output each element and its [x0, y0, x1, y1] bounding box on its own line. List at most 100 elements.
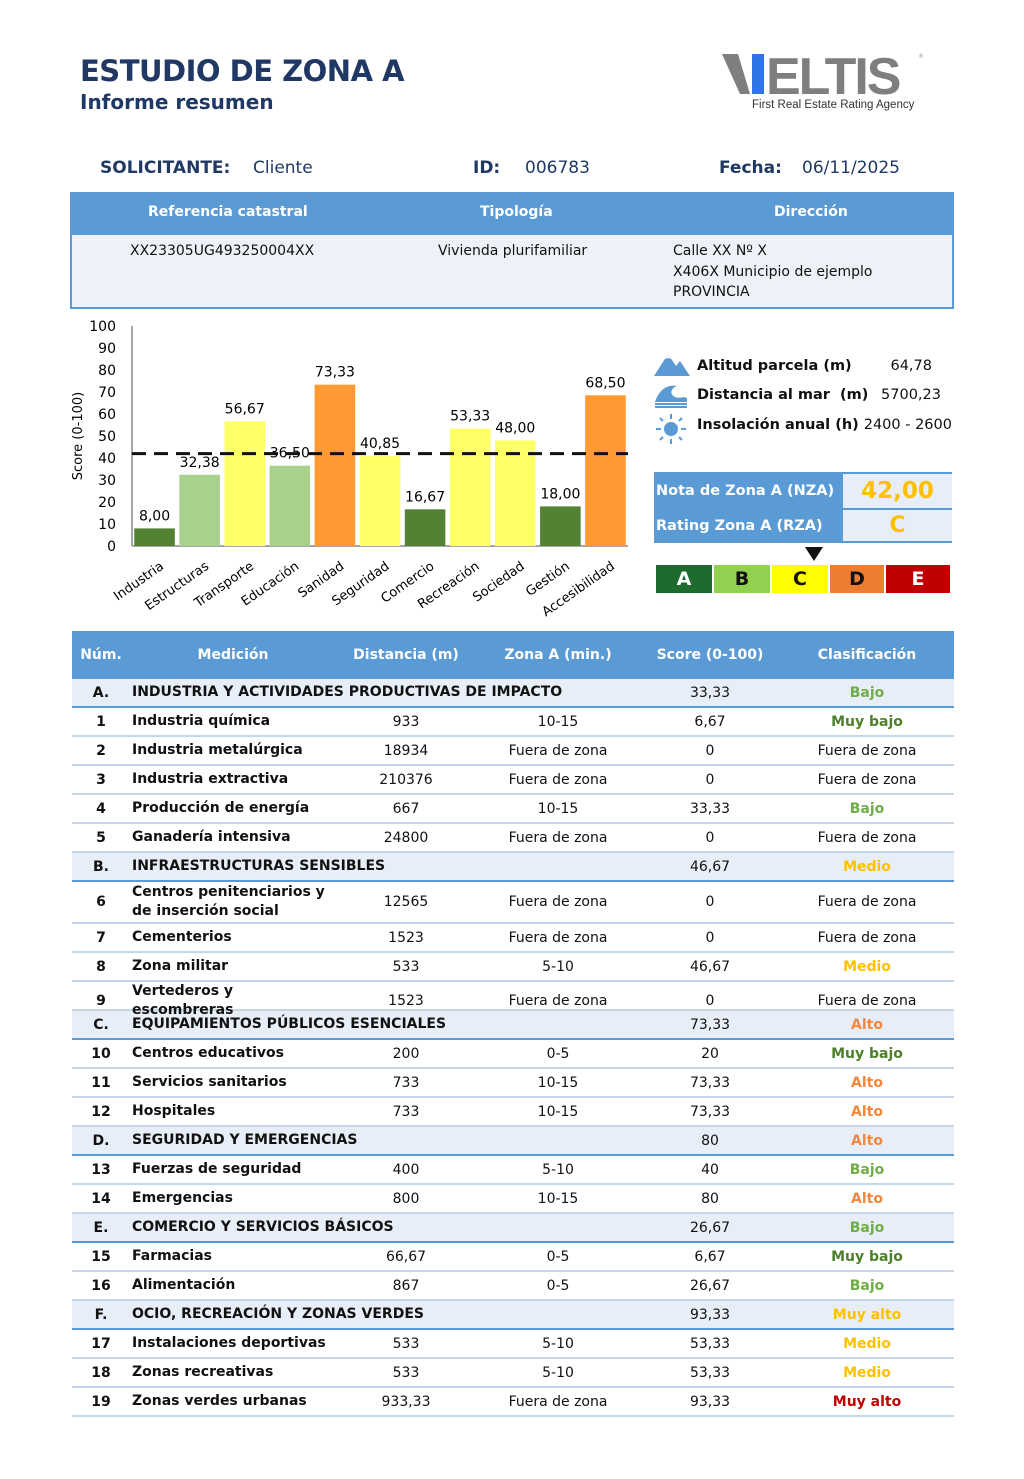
row-zona: 10-15: [537, 1190, 579, 1207]
row-clasificacion: Muy bajo: [831, 1045, 903, 1062]
row-num: 17: [91, 1335, 111, 1352]
table-row: 9 Vertederos y escombreras 1523 Fuera de zo…: [72, 982, 954, 1018]
row-zona: 5-10: [542, 1364, 574, 1381]
row-score: 40: [701, 1161, 719, 1178]
row-score: 73,33: [689, 1103, 731, 1120]
row-clasificacion: Fuera de zona: [817, 742, 917, 759]
row-num: 1: [96, 713, 106, 730]
row-clasificacion: Muy bajo: [831, 713, 903, 730]
row-num: 16: [91, 1277, 111, 1294]
group-row: E. COMERCIO Y SERVICIOS BÁSICOS 26,67 Bajo: [72, 1214, 954, 1243]
row-medicion: INDUSTRIA Y ACTIVIDADES PRODUCTIVAS DE I…: [132, 684, 563, 700]
row-clasificacion: Alto: [851, 1074, 883, 1091]
group-row: A. INDUSTRIA Y ACTIVIDADES PRODUCTIVAS DE…: [72, 679, 954, 708]
row-medicion: Emergencias: [132, 1190, 233, 1206]
nza-value: 42,00: [843, 472, 952, 508]
row-distancia: 667: [392, 800, 420, 817]
row-zona: Fuera de zona: [508, 929, 608, 946]
bar-recreación: [449, 428, 491, 546]
row-num: 8: [96, 958, 106, 975]
col-distancia: Distancia (m): [353, 647, 459, 663]
row-num: 19: [91, 1393, 111, 1410]
row-score: 0: [705, 742, 715, 759]
id-label: ID:: [473, 158, 501, 178]
row-num: 4: [96, 800, 106, 817]
wave-icon: [655, 385, 687, 408]
row-zona: Fuera de zona: [508, 894, 608, 910]
row-score: 53,33: [689, 1335, 731, 1352]
row-clasificacion: Medio: [843, 958, 891, 975]
insolacion-value: 2400 - 2600: [863, 417, 952, 433]
row-clasificacion: Medio: [843, 1364, 891, 1381]
row-distancia: 200: [392, 1045, 420, 1062]
y-tick-label: 40: [98, 451, 116, 467]
altitud-value: 64,78: [890, 358, 932, 374]
altitud-label: Altitud parcela (m): [697, 358, 852, 374]
row-clasificacion: Alto: [851, 1103, 883, 1120]
row-num: 15: [91, 1248, 111, 1265]
row-clasificacion: Bajo: [849, 800, 885, 817]
row-clasificacion: Bajo: [849, 1161, 885, 1178]
bar-sanidad: [314, 384, 356, 546]
table-row: 13 Fuerzas de seguridad 400 5-10 40 Bajo: [72, 1156, 954, 1185]
row-distancia: 18934: [383, 742, 429, 759]
row-medicion: Servicios sanitarios: [132, 1074, 287, 1090]
rating-a: A: [656, 565, 712, 593]
row-num: 18: [91, 1364, 111, 1381]
table-row: 2 Industria metalúrgica 18934 Fuera de zona…: [72, 737, 954, 766]
logo-tagline: First Real Estate Rating Agency: [752, 99, 915, 111]
row-zona: 10-15: [537, 1103, 579, 1120]
id-value: 006783: [525, 158, 590, 178]
referencia-value: XX23305UG493250004XX: [130, 243, 315, 259]
row-num: D.: [92, 1132, 110, 1149]
table-row: 4 Producción de energía 667 10-15 33,33 Bajo: [72, 795, 954, 824]
row-distancia: 533: [392, 1364, 420, 1381]
table-row: 5 Ganadería intensiva 24800 Fuera de zona 0 F…: [72, 824, 954, 853]
y-tick-label: 70: [98, 385, 116, 401]
row-score: 33,33: [689, 684, 731, 701]
data-label: 68,50: [585, 375, 625, 391]
table-row: 16 Alimentación 867 0-5 26,67 Bajo: [72, 1272, 954, 1301]
data-label: 18,00: [540, 486, 580, 502]
table-row: 6 Centros penitenciarios y de inserción s…: [72, 882, 954, 924]
fecha-label: Fecha:: [719, 158, 782, 178]
table-header: Núm. Medición Distancia (m) Zona A (min.…: [72, 631, 954, 679]
y-tick-label: 30: [98, 473, 116, 489]
insolacion-label: Insolación anual (h): [697, 417, 859, 433]
row-medicion: Zonas recreativas: [132, 1364, 274, 1380]
rza-value: C: [843, 508, 952, 543]
row-medicion: Producción de energía: [132, 800, 310, 816]
row-zona: Fuera de zona: [508, 1393, 608, 1410]
row-medicion: Zonas verdes urbanas: [132, 1393, 307, 1409]
row-num: A.: [92, 684, 110, 701]
row-clasificacion: Medio: [843, 1335, 891, 1352]
row-zona: 5-10: [542, 958, 574, 975]
row-distancia: 24800: [383, 829, 429, 846]
row-medicion: SEGURIDAD Y EMERGENCIAS: [132, 1132, 358, 1148]
y-tick-label: 10: [98, 517, 116, 533]
row-clasificacion: Fuera de zona: [817, 929, 917, 946]
row-medicion: Industria metalúrgica: [132, 742, 303, 758]
row-num: 7: [96, 929, 106, 946]
row-score: 73,33: [689, 1074, 731, 1091]
table-row: 8 Zona militar 533 5-10 46,67 Medio: [72, 953, 954, 982]
col-clasificacion: Clasificación: [817, 647, 917, 663]
measurements-table: Núm. Medición Distancia (m) Zona A (min.…: [72, 631, 954, 1417]
y-tick-label: 0: [107, 539, 116, 555]
property-info-table: Referencia catastral Tipología Dirección…: [70, 192, 954, 309]
row-num: 12: [91, 1103, 111, 1120]
bar-educación: [269, 465, 311, 546]
row-medicion: Industria química: [132, 713, 271, 729]
row-medicion: OCIO, RECREACIÓN Y ZONAS VERDES: [132, 1306, 424, 1322]
row-num: F.: [94, 1306, 108, 1323]
row-zona: 10-15: [537, 713, 579, 730]
row-score: 26,67: [689, 1277, 731, 1294]
row-clasificacion: Alto: [851, 1132, 883, 1149]
rating-e: E: [886, 565, 950, 593]
data-label: 8,00: [139, 508, 170, 524]
row-medicion: Instalaciones deportivas: [132, 1335, 326, 1351]
distancia-mar-label: Distancia al mar (m): [697, 387, 869, 403]
row-distancia: 1523: [388, 929, 424, 946]
data-label: 73,33: [315, 365, 355, 381]
col-medicion: Medición: [197, 647, 269, 663]
